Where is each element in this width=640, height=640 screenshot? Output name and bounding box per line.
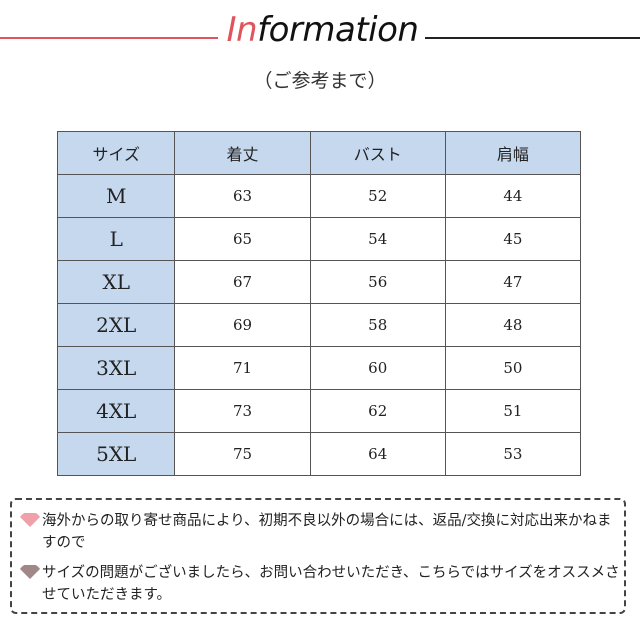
table-cell: 64 — [309, 432, 446, 476]
table-cell: 69 — [174, 303, 311, 347]
size-cell: 5XL — [56, 432, 176, 476]
page-title: Information — [220, 10, 425, 50]
table-cell: 67 — [174, 260, 311, 304]
size-cell: 2XL — [56, 303, 176, 347]
table-cell: 63 — [174, 174, 311, 218]
table-cell: 56 — [309, 260, 446, 304]
table-row: 3XL 71 60 50 — [56, 346, 582, 390]
table-row: M 63 52 44 — [56, 174, 582, 218]
size-cell: 4XL — [56, 389, 176, 433]
size-table: サイズ 着丈 バスト 肩幅 M 63 52 44 L 65 54 45 XL 67 56 47 2XL 69 58 4… — [56, 131, 582, 476]
table-cell: 62 — [309, 389, 446, 433]
title-line-left — [0, 37, 218, 39]
table-cell: 45 — [444, 217, 582, 261]
title-accent: In — [226, 10, 258, 50]
title-rest: formation — [257, 10, 419, 50]
note-1: 海外からの取り寄せ商品により、初期不良以外の場合には、返品/交換に対応出来かねま… — [20, 510, 622, 554]
table-row: 4XL 73 62 51 — [56, 389, 582, 433]
note-text: サイズの問題がございましたら、お問い合わせいただき、こちらではサイズをオススメさ… — [42, 565, 620, 603]
size-cell: M — [56, 174, 176, 218]
table-cell: 50 — [444, 346, 582, 390]
table-cell: 75 — [174, 432, 311, 476]
subtitle: （ご参考まで） — [253, 70, 387, 92]
table-cell: 53 — [444, 432, 582, 476]
table-cell: 71 — [174, 346, 311, 390]
column-header: バスト — [309, 131, 446, 175]
column-header: サイズ — [56, 131, 176, 175]
table-header-row: サイズ 着丈 バスト 肩幅 — [56, 131, 582, 175]
table-cell: 44 — [444, 174, 582, 218]
size-cell: XL — [56, 260, 176, 304]
table-cell: 47 — [444, 260, 582, 304]
table-cell: 65 — [174, 217, 311, 261]
size-cell: L — [56, 217, 176, 261]
table-row: XL 67 56 47 — [56, 260, 582, 304]
column-header: 着丈 — [174, 131, 311, 175]
table-cell: 51 — [444, 389, 582, 433]
table-cell: 58 — [309, 303, 446, 347]
table-row: 5XL 75 64 53 — [56, 432, 582, 476]
table-row: L 65 54 45 — [56, 217, 582, 261]
note-2: サイズの問題がございましたら、お問い合わせいただき、こちらではサイズをオススメさ… — [20, 562, 622, 606]
table-cell: 54 — [309, 217, 446, 261]
table-cell: 73 — [174, 389, 311, 433]
table-cell: 52 — [309, 174, 446, 218]
column-header: 肩幅 — [444, 131, 582, 175]
fan-icon — [20, 565, 40, 579]
table-cell: 48 — [444, 303, 582, 347]
table-cell: 60 — [309, 346, 446, 390]
notes-box: 海外からの取り寄せ商品により、初期不良以外の場合には、返品/交換に対応出来かねま… — [10, 498, 626, 614]
note-text: 海外からの取り寄せ商品により、初期不良以外の場合には、返品/交換に対応出来かねま… — [42, 513, 612, 551]
size-cell: 3XL — [56, 346, 176, 390]
title-line-right — [425, 37, 640, 39]
fan-icon — [20, 513, 40, 527]
table-row: 2XL 69 58 48 — [56, 303, 582, 347]
